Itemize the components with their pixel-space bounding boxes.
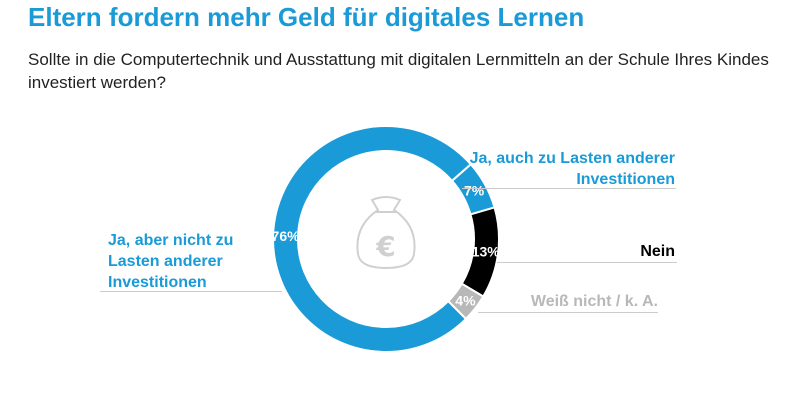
euro-symbol-icon: € <box>375 230 395 263</box>
legend-label-ja-aber: Ja, aber nicht zu Lasten anderer Investi… <box>108 232 234 291</box>
chart-title: Eltern fordern mehr Geld für digitales L… <box>28 2 585 32</box>
legend-label-weiss-nicht: Weiß nicht / k. A. <box>530 293 658 310</box>
data-label-weiss-nicht: 4% <box>455 293 476 309</box>
data-label-ja-auch: 7% <box>464 183 485 199</box>
money-bag-euro-icon <box>356 196 416 270</box>
leader-line-ja-auch <box>462 188 676 189</box>
leader-line-weiss-nicht <box>478 312 658 313</box>
data-label-ja-aber: 76% <box>272 228 301 244</box>
legend-label-ja-auch: Ja, auch zu Lasten anderer Investitionen <box>469 150 675 188</box>
leader-line-nein <box>497 262 677 263</box>
legend-label-nein: Nein <box>640 243 675 260</box>
leader-line-ja-aber <box>100 291 282 292</box>
data-label-nein: 13% <box>472 244 501 260</box>
chart-subtitle: Sollte in die Computertechnik und Aussta… <box>28 50 769 92</box>
donut-slice-ja-aber <box>272 125 473 353</box>
